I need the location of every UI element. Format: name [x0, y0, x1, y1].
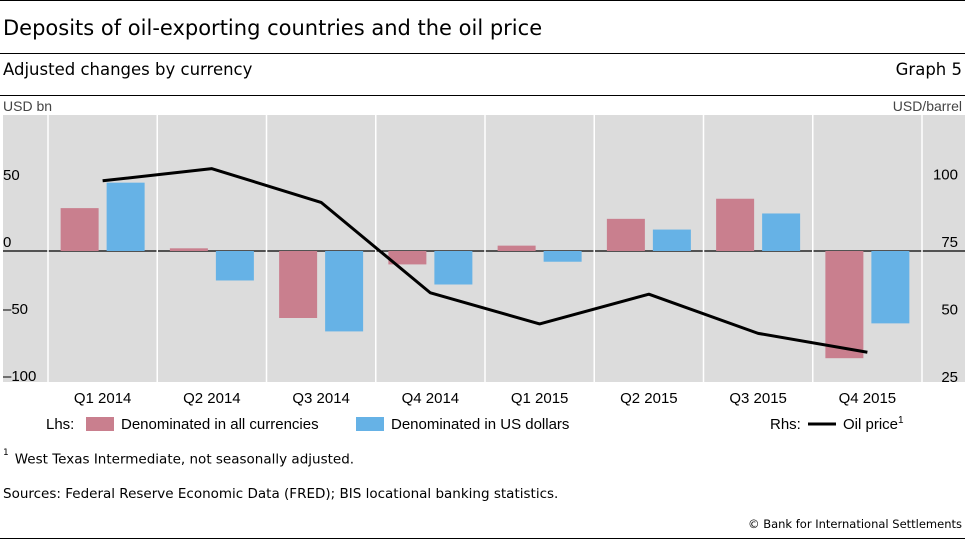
- bar-us-dollars: [871, 251, 910, 324]
- axes: USD bn USD/barrel 50 0 –50 –100 100 75 50 25 Q1 20…: [3, 98, 962, 407]
- y-left-tick-label: –50: [3, 301, 28, 318]
- legend-label-oil-price: Oil price1: [843, 415, 904, 433]
- legend-oil-footnote-marker: 1: [898, 415, 904, 426]
- legend-label-us-dollars: Denominated in US dollars: [391, 416, 569, 433]
- x-tick-label: Q2 2015: [620, 390, 678, 407]
- legend-label-all-currencies: Denominated in all currencies: [121, 416, 319, 433]
- x-tick-label: Q1 2015: [511, 390, 569, 407]
- oil-price-line-group: [102, 167, 868, 354]
- y-right-tick-label: 50: [941, 302, 958, 319]
- graph-number: Graph 5: [895, 60, 962, 79]
- y-right-tick-label: 25: [941, 369, 958, 386]
- footnote-marker: 1: [3, 448, 9, 458]
- bar-all-currencies: [606, 218, 645, 251]
- plot-background: [3, 115, 965, 382]
- chart-title: Deposits of oil-exporting countries and …: [3, 16, 543, 40]
- bar-all-currencies: [497, 245, 536, 251]
- oil-price-line: [102, 167, 868, 354]
- y-right-tick-label: 100: [933, 167, 958, 184]
- bar-all-currencies: [60, 208, 99, 251]
- bar-all-currencies: [388, 251, 427, 265]
- lhs-unit-label: USD bn: [3, 98, 52, 114]
- bar-us-dollars: [543, 251, 582, 262]
- bar-us-dollars: [762, 213, 801, 251]
- y-left-tick-label: 50: [3, 167, 20, 184]
- y-right-tick-label: 75: [941, 234, 958, 251]
- bar-all-currencies: [825, 251, 864, 359]
- bar-us-dollars: [325, 251, 364, 332]
- bars: [60, 182, 910, 359]
- legend-swatch-us-dollars: [356, 417, 384, 431]
- y-left-tick-label: 0: [3, 234, 11, 251]
- rhs-unit-label: USD/barrel: [893, 98, 962, 114]
- title-rule: [0, 53, 965, 54]
- legend-swatch-all-currencies: [86, 417, 114, 431]
- bar-us-dollars: [106, 182, 145, 251]
- bar-us-dollars: [434, 251, 473, 285]
- top-rule: [0, 0, 965, 1]
- bar-us-dollars: [215, 251, 254, 281]
- bottom-rule: [0, 538, 965, 539]
- bar-us-dollars: [652, 229, 691, 251]
- sources-note: Sources: Federal Reserve Economic Data (…: [3, 486, 559, 502]
- bar-all-currencies: [716, 198, 755, 251]
- subtitle-rule: [0, 95, 965, 96]
- bar-all-currencies: [169, 248, 208, 251]
- chart: USD bn USD/barrel 50 0 –50 –100 100 75 50 25 Q1 20…: [3, 98, 965, 433]
- footnote: 1 West Texas Intermediate, not seasonally…: [3, 448, 355, 468]
- x-tick-label: Q3 2015: [729, 390, 787, 407]
- legend-rhs-label: Rhs:: [770, 416, 801, 433]
- copyright-note: © Bank for International Settlements: [748, 517, 962, 531]
- x-tick-label: Q4 2014: [402, 390, 460, 407]
- chart-subtitle: Adjusted changes by currency: [3, 60, 253, 79]
- legend: Lhs: Denominated in all currencies Denomin…: [46, 415, 904, 433]
- x-tick-label: Q2 2014: [183, 390, 241, 407]
- x-tick-label: Q4 2015: [839, 390, 897, 407]
- bar-all-currencies: [279, 251, 318, 318]
- x-tick-label: Q1 2014: [74, 390, 132, 407]
- x-tick-label: Q3 2014: [292, 390, 350, 407]
- y-left-tick-label: –100: [3, 368, 36, 385]
- legend-lhs-label: Lhs:: [46, 416, 74, 433]
- footnote-text: West Texas Intermediate, not seasonally …: [14, 451, 355, 468]
